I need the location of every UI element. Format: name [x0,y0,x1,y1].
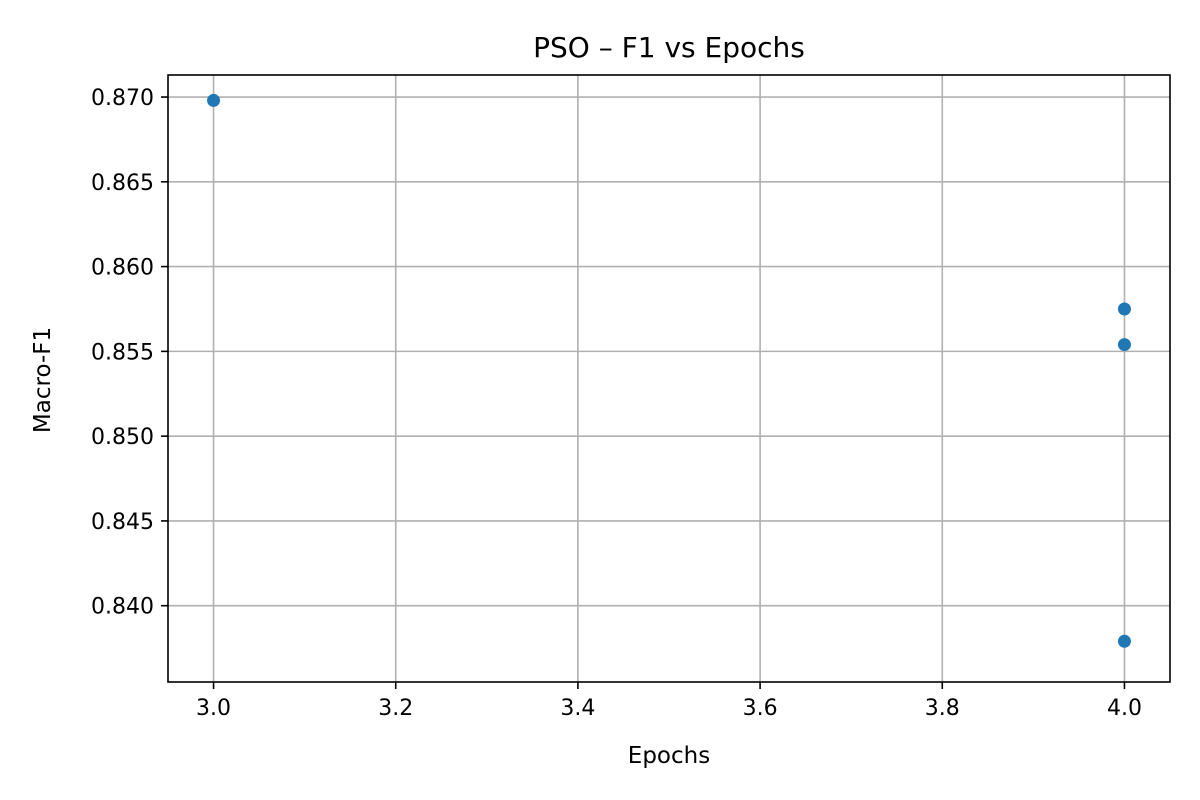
y-tick-label: 0.865 [91,171,154,196]
data-point [1117,634,1131,648]
x-tick-label: 3.0 [196,696,231,721]
plot-frame [167,74,1171,683]
chart-title: PSO – F1 vs Epochs [533,31,805,64]
x-tick-label: 4.0 [1107,696,1142,721]
y-tick-label: 0.850 [91,425,154,450]
data-point [1117,302,1131,316]
y-tick-label: 0.840 [91,595,154,620]
x-axis-label: Epochs [628,743,710,769]
data-points [207,93,1131,648]
y-tick-label: 0.870 [91,86,154,111]
grid-lines [168,75,1170,682]
x-tick-label: 3.2 [378,696,413,721]
y-tick-label: 0.845 [91,510,154,535]
data-point [1117,338,1131,352]
y-axis-label: Macro-F1 [30,327,56,433]
y-tick-label: 0.855 [91,340,154,365]
x-tick-label: 3.8 [925,696,960,721]
y-tick-label: 0.860 [91,256,154,281]
x-tick-label: 3.6 [743,696,778,721]
x-tick-label: 3.4 [560,696,595,721]
axis-ticks: 3.0 3.2 3.4 3.6 3.8 4.0 0.840 0.845 0.850 0.855 0.… [91,86,1142,721]
data-point [207,93,221,107]
